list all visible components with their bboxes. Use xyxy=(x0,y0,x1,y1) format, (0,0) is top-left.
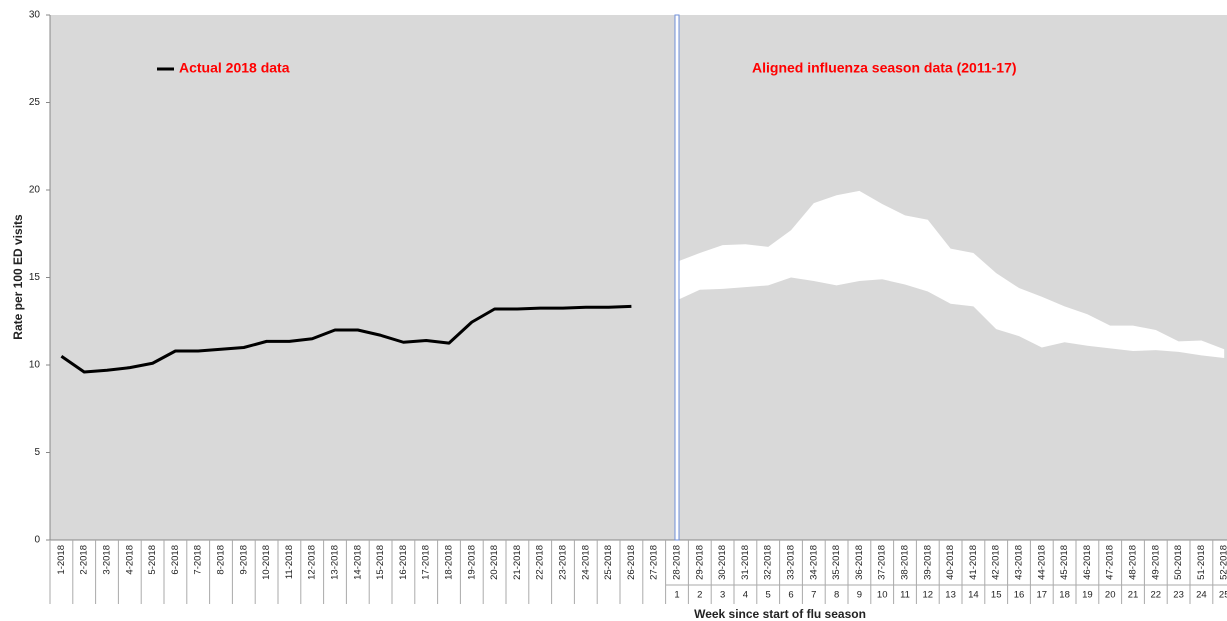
x-tick-label: 12-2018 xyxy=(307,545,318,580)
x-tick-label: 45-2018 xyxy=(1059,545,1070,580)
y-tick-label: 5 xyxy=(34,447,40,458)
x-tick-label: 32-2018 xyxy=(763,545,774,580)
season-week-label: 16 xyxy=(1014,590,1025,601)
season-week-label: 6 xyxy=(788,590,793,601)
season-week-label: 3 xyxy=(720,590,725,601)
x-tick-label: 44-2018 xyxy=(1036,545,1047,580)
season-week-label: 1 xyxy=(674,590,679,601)
x-tick-label: 18-2018 xyxy=(444,545,455,580)
x-tick-label: 35-2018 xyxy=(831,545,842,580)
x-tick-label: 52-2018 xyxy=(1219,545,1227,580)
y-tick-label: 15 xyxy=(29,272,41,283)
x-tick-label: 15-2018 xyxy=(375,545,386,580)
season-week-label: 17 xyxy=(1037,590,1048,601)
x-tick-label: 14-2018 xyxy=(352,545,363,580)
x-tick-label: 50-2018 xyxy=(1173,545,1184,580)
season-week-label: 15 xyxy=(991,590,1002,601)
x-tick-label: 8-2018 xyxy=(216,545,227,575)
x-tick-label: 11-2018 xyxy=(284,545,295,579)
season-week-label: 12 xyxy=(923,590,934,601)
x-tick-label: 37-2018 xyxy=(877,545,888,580)
season-week-label: 2 xyxy=(697,590,702,601)
series-line xyxy=(60,304,632,374)
season-week-label: 22 xyxy=(1151,590,1162,601)
x-tick-label: 13-2018 xyxy=(330,545,341,580)
x-tick-label: 6-2018 xyxy=(170,545,181,575)
season-week-label: 18 xyxy=(1059,590,1070,601)
x-tick-label: 22-2018 xyxy=(535,545,546,580)
x-tick-label: 27-2018 xyxy=(649,545,660,580)
divider xyxy=(674,14,680,541)
season-week-label: 4 xyxy=(743,590,748,601)
x-tick-label: 43-2018 xyxy=(1014,545,1025,580)
x-tick-label: 34-2018 xyxy=(808,545,819,580)
x-tick-label: 21-2018 xyxy=(512,545,523,580)
range-band xyxy=(677,190,1225,358)
x-tick-label: 29-2018 xyxy=(694,545,705,580)
x-tick-label: 30-2018 xyxy=(717,545,728,580)
season-week-label: 25 xyxy=(1219,590,1227,601)
season-week-label: 5 xyxy=(766,590,771,601)
x-tick-label: 31-2018 xyxy=(740,545,751,580)
x-tick-label: 51-2018 xyxy=(1196,545,1207,580)
legend-label: Actual 2018 data xyxy=(179,60,290,76)
x-tick-label: 36-2018 xyxy=(854,545,865,580)
y-tick-label: 10 xyxy=(29,360,41,371)
x-tick-label: 38-2018 xyxy=(900,545,911,580)
season-week-label: 10 xyxy=(877,590,888,601)
y-tick-label: 25 xyxy=(29,97,41,108)
y-tick-label: 20 xyxy=(29,185,41,196)
x-tick-label: 23-2018 xyxy=(558,545,569,580)
season-week-label: 23 xyxy=(1173,590,1184,601)
x-tick-label: 49-2018 xyxy=(1150,545,1161,580)
x-tick-label: 1-2018 xyxy=(56,545,67,575)
x-tick-label: 2-2018 xyxy=(79,545,90,575)
x-tick-label: 28-2018 xyxy=(672,545,683,580)
season-week-label: 9 xyxy=(857,590,862,601)
y-axis-title: Rate per 100 ED visits xyxy=(11,214,25,340)
plot-area xyxy=(50,15,1227,540)
annotation: Aligned influenza season data (2011-17) xyxy=(752,60,1017,76)
x-tick-label: 40-2018 xyxy=(945,545,956,580)
season-week-label: 7 xyxy=(811,590,816,601)
x-tick-label: 5-2018 xyxy=(147,545,158,575)
x-tick-label: 10-2018 xyxy=(261,545,272,580)
x-tick-label: 47-2018 xyxy=(1105,545,1116,580)
x-tick-label: 3-2018 xyxy=(102,545,113,575)
y-tick-label: 0 xyxy=(34,535,40,546)
x-tick-label: 19-2018 xyxy=(466,545,477,580)
season-week-label: 13 xyxy=(945,590,956,601)
season-week-label: 24 xyxy=(1196,590,1207,601)
x-tick-label: 33-2018 xyxy=(786,545,797,580)
x-tick-label: 48-2018 xyxy=(1128,545,1139,580)
x-axis-title: Week since start of flu season xyxy=(694,607,866,621)
x-tick-label: 4-2018 xyxy=(124,545,135,575)
x-tick-label: 26-2018 xyxy=(626,545,637,580)
y-tick-label: 30 xyxy=(29,10,41,21)
x-tick-label: 42-2018 xyxy=(991,545,1002,580)
season-week-label: 19 xyxy=(1082,590,1093,601)
x-tick-label: 39-2018 xyxy=(922,545,933,580)
x-tick-label: 46-2018 xyxy=(1082,545,1093,580)
season-week-label: 11 xyxy=(900,590,910,601)
x-tick-label: 24-2018 xyxy=(580,545,591,580)
x-tick-label: 41-2018 xyxy=(968,545,979,580)
season-week-label: 8 xyxy=(834,590,839,601)
season-week-label: 21 xyxy=(1128,590,1139,601)
x-tick-label: 20-2018 xyxy=(489,545,500,580)
x-tick-label: 17-2018 xyxy=(421,545,432,580)
season-week-label: 20 xyxy=(1105,590,1116,601)
x-tick-label: 7-2018 xyxy=(193,545,204,575)
x-tick-label: 16-2018 xyxy=(398,545,409,580)
x-tick-label: 25-2018 xyxy=(603,545,614,580)
season-week-label: 14 xyxy=(968,590,979,601)
x-tick-label: 9-2018 xyxy=(238,545,249,575)
